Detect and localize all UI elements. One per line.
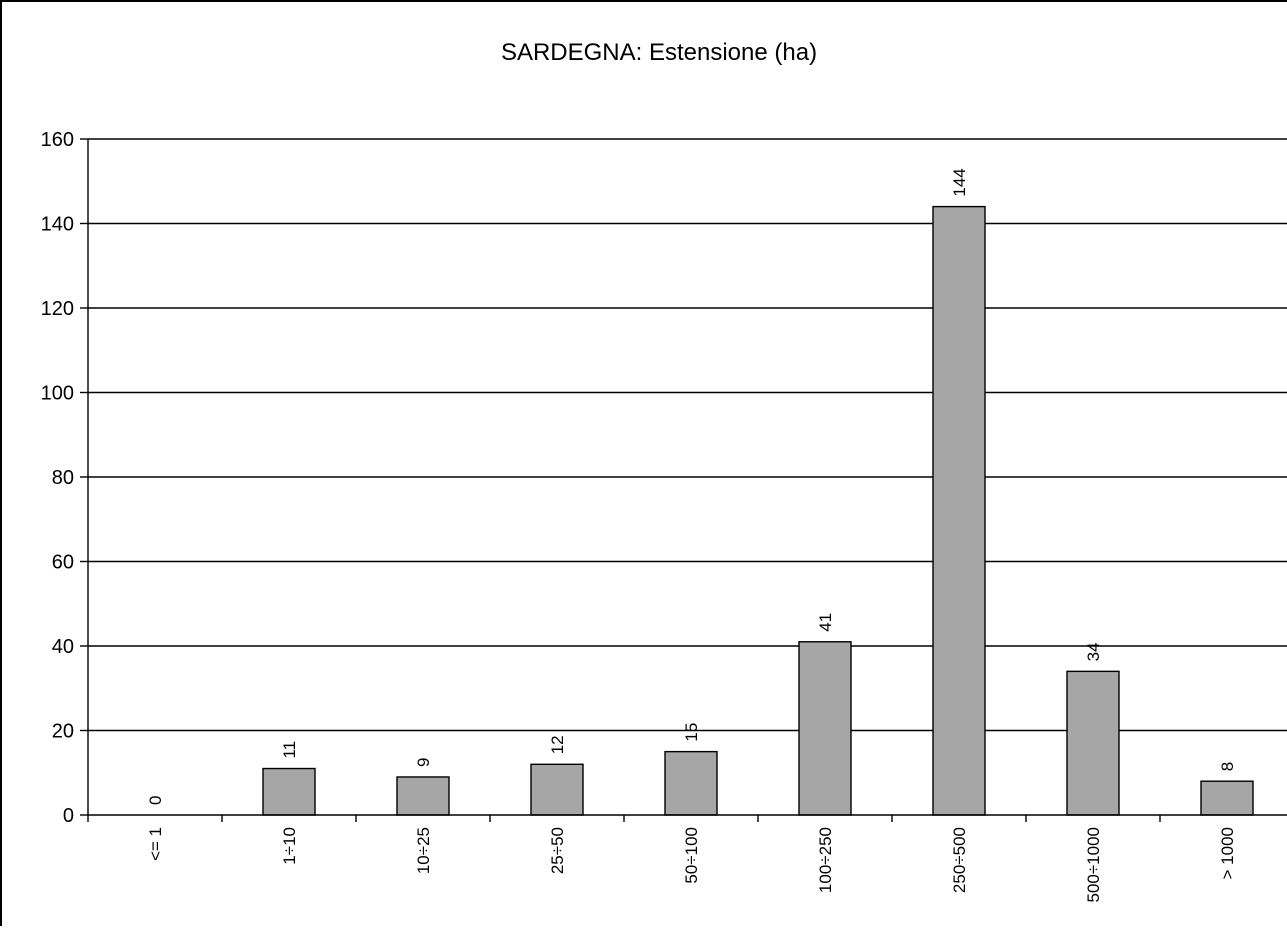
y-tick-label: 80 [52, 467, 74, 489]
data-label: 12 [548, 735, 567, 754]
bar-8 [1200, 780, 1254, 816]
data-label: 0 [146, 796, 165, 805]
y-tick-label: 140 [41, 214, 74, 236]
x-category-label: 100÷250 [816, 827, 835, 893]
y-tick-label: 0 [63, 805, 74, 827]
x-category-label: 500÷1000 [1084, 827, 1103, 903]
data-label: 15 [682, 723, 701, 742]
x-category-label: 25÷50 [548, 827, 567, 874]
axes [80, 138, 1287, 822]
chart-title: SARDEGNA: Estensione (ha) [501, 39, 817, 66]
data-label: 11 [280, 741, 299, 759]
bar-2 [396, 776, 450, 816]
bar-1 [262, 767, 316, 816]
data-label: 8 [1218, 762, 1237, 771]
bar-3 [530, 763, 584, 816]
data-label: 9 [414, 758, 433, 767]
x-category-label: > 1000 [1218, 827, 1237, 879]
x-category-label: 250÷500 [950, 827, 969, 893]
y-tick-label: 60 [52, 552, 74, 574]
gridlines [88, 138, 1287, 732]
y-tick-label: 20 [52, 721, 74, 743]
y-tick-label: 100 [41, 383, 74, 405]
y-tick-label: 40 [52, 636, 74, 658]
data-label: 144 [950, 168, 969, 196]
bar-5 [798, 641, 852, 816]
x-category-label: 50÷100 [682, 827, 701, 884]
x-category-label: 10÷25 [414, 827, 433, 874]
bars [262, 205, 1254, 816]
data-label: 34 [1084, 642, 1103, 661]
bar-4 [664, 750, 718, 816]
y-tick-label: 160 [41, 129, 74, 151]
bar-7 [1066, 670, 1120, 816]
x-category-label: 1÷10 [280, 827, 299, 865]
x-category-label: <= 1 [146, 827, 165, 861]
labels: 0 20 40 60 80 100 120 140 160 0 <= 1 11 1÷10 9 10÷25 12… [41, 129, 1237, 903]
bar-6 [932, 205, 986, 816]
y-tick-label: 120 [41, 298, 74, 320]
data-label: 41 [816, 613, 835, 632]
